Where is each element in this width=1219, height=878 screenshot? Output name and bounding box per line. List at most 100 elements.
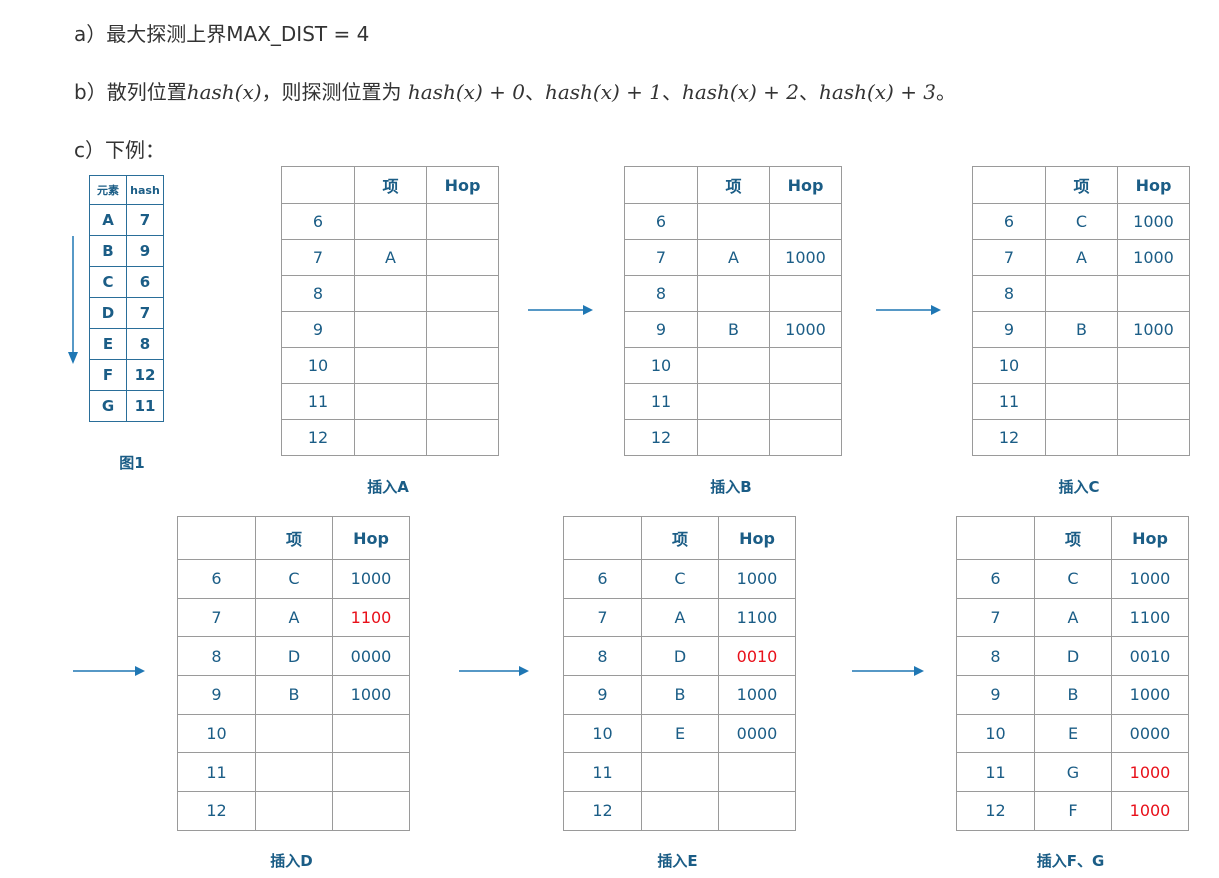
- probe-2: hash(x) + 2: [681, 80, 799, 104]
- table-row: 10: [624, 347, 842, 384]
- index-cell: 8: [281, 275, 355, 312]
- index-cell: 8: [972, 275, 1046, 312]
- column-header: Hop: [332, 516, 410, 560]
- hop-cell: 1000: [1111, 559, 1189, 599]
- item-cell: [1045, 419, 1118, 456]
- table-row: 6: [281, 203, 499, 240]
- header-row: 项 Hop: [563, 516, 796, 560]
- right-arrow-icon: [528, 305, 593, 315]
- hop-table: 项 Hop 6 C 1000 7 A 1000 8 9 B 1000 10 11 12: [972, 166, 1190, 456]
- table-row: 10 E 0000: [563, 713, 796, 754]
- probe-0: hash(x) + 0: [407, 80, 525, 104]
- hop-cell: 1000: [718, 675, 796, 715]
- hop-table: 项 Hop 6 C 1000 7 A 1100 8 D 0010 9 B 1000 10 E 0000 11 12: [563, 516, 796, 831]
- item-cell: [1045, 347, 1118, 384]
- item-cell: A: [641, 597, 719, 638]
- table-row: 6 C 1000: [972, 203, 1190, 240]
- item-cell: A: [1034, 597, 1112, 638]
- hop-cell: 0000: [332, 636, 410, 677]
- column-header: [281, 166, 355, 204]
- hop-cell: [426, 419, 499, 456]
- index-cell: 9: [281, 311, 355, 348]
- item-cell: F: [1034, 791, 1112, 831]
- item-cell: [697, 383, 770, 420]
- hop-cell: [718, 752, 796, 793]
- column-header: 项: [641, 516, 719, 560]
- right-arrow-icon: [459, 666, 529, 676]
- column-header: 项: [1034, 516, 1112, 560]
- item-cell: [354, 383, 427, 420]
- index-cell: 8: [956, 636, 1035, 677]
- hash-cell: 7: [126, 204, 164, 236]
- line-b-mid: ，则探测位置为: [261, 80, 408, 104]
- hop-cell: 1000: [1111, 752, 1189, 793]
- column-header: Hop: [426, 166, 499, 204]
- index-cell: 6: [956, 559, 1035, 599]
- hop-cell: [426, 347, 499, 384]
- item-cell: A: [1045, 239, 1118, 276]
- hop-cell: 0010: [718, 636, 796, 677]
- hop-cell: 1000: [1117, 311, 1190, 348]
- table-row: 11: [281, 383, 499, 420]
- item-cell: [354, 347, 427, 384]
- hop-cell: 1100: [1111, 597, 1189, 638]
- index-cell: 10: [281, 347, 355, 384]
- sep: 、: [799, 80, 819, 104]
- right-arrow-icon: [876, 305, 941, 315]
- table-row: 12: [177, 791, 410, 831]
- down-arrow-icon: [68, 236, 78, 364]
- table-row: 6 C 1000: [956, 559, 1189, 599]
- table-row: 7 A 1100: [956, 597, 1189, 638]
- element-cell: G: [89, 390, 127, 422]
- column-header: 元素: [89, 175, 127, 205]
- line-b-prefix: b）散列位置: [74, 80, 187, 104]
- element-row: G 11: [89, 390, 164, 422]
- hop-table: 项 Hop 6 C 1000 7 A 1100 8 D 0010 9 B 1000 10 E 0000 11 G 10…: [956, 516, 1189, 831]
- table-caption: 插入D: [270, 852, 313, 870]
- index-cell: 6: [972, 203, 1046, 240]
- table-row: 12: [624, 419, 842, 456]
- table-row: 10: [177, 713, 410, 754]
- index-cell: 11: [972, 383, 1046, 420]
- hop-cell: [426, 239, 499, 276]
- table-row: 11: [624, 383, 842, 420]
- hop-cell: 1100: [718, 597, 796, 638]
- index-cell: 12: [624, 419, 698, 456]
- index-cell: 9: [177, 675, 256, 715]
- item-cell: [641, 752, 719, 793]
- index-cell: 6: [281, 203, 355, 240]
- hop-cell: 1000: [332, 675, 410, 715]
- item-cell: [697, 203, 770, 240]
- index-cell: 6: [563, 559, 642, 599]
- hop-cell: [1117, 419, 1190, 456]
- element-cell: D: [89, 297, 127, 329]
- hop-cell: 1000: [332, 559, 410, 599]
- item-cell: [354, 311, 427, 348]
- index-cell: 10: [177, 713, 256, 754]
- item-cell: A: [255, 597, 333, 638]
- table-row: 7 A 1000: [972, 239, 1190, 276]
- table-caption: 插入B: [710, 478, 752, 496]
- hop-cell: [1117, 347, 1190, 384]
- hop-cell: [426, 383, 499, 420]
- hop-cell: [1117, 275, 1190, 312]
- item-cell: A: [354, 239, 427, 276]
- index-cell: 7: [563, 597, 642, 638]
- column-header: 项: [1045, 166, 1118, 204]
- element-cell: C: [89, 266, 127, 298]
- item-cell: C: [641, 559, 719, 599]
- table-row: 8: [281, 275, 499, 312]
- hop-cell: 0000: [718, 713, 796, 754]
- hop-cell: [769, 383, 842, 420]
- header-row: 项 Hop: [281, 166, 499, 204]
- item-cell: [1045, 383, 1118, 420]
- table-row: 11: [563, 752, 796, 793]
- header-row: 项 Hop: [177, 516, 410, 560]
- item-cell: B: [641, 675, 719, 715]
- hash-cell: 6: [126, 266, 164, 298]
- column-header: [956, 516, 1035, 560]
- item-cell: [697, 419, 770, 456]
- hop-cell: 1000: [769, 311, 842, 348]
